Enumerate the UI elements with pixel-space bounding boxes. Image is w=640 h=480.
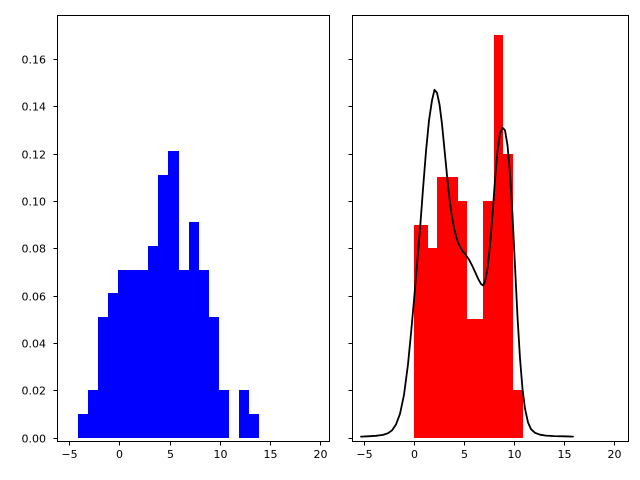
histogram-bar xyxy=(148,246,158,438)
left-histogram-bars xyxy=(78,151,259,438)
histogram-bar xyxy=(483,201,494,438)
histogram-bar xyxy=(168,151,179,438)
y-tick-label: 0.02 xyxy=(22,385,47,398)
right-histogram-bars xyxy=(414,35,523,438)
y-tick-label: 0.00 xyxy=(22,433,47,446)
histogram-bar xyxy=(138,270,148,438)
histogram-bar xyxy=(494,35,503,438)
histogram-bar xyxy=(209,317,219,438)
kde-curve xyxy=(360,88,574,438)
histogram-bar xyxy=(414,225,428,438)
right-y-axis xyxy=(348,59,352,439)
y-tick-label: 0.04 xyxy=(22,338,47,351)
histogram-bar xyxy=(513,390,523,438)
y-tick-label: 0.12 xyxy=(22,149,47,162)
histogram-bar xyxy=(78,414,88,438)
panel-right: −5 0 5 10 15 20 xyxy=(348,15,629,461)
histogram-bar xyxy=(199,270,209,438)
histogram-bar xyxy=(239,390,249,438)
x-tick-label: 20 xyxy=(314,448,328,461)
histogram-bar xyxy=(158,175,168,438)
x-tick-label: −5 xyxy=(356,448,372,461)
left-x-axis: −5 0 5 10 15 20 xyxy=(61,442,328,461)
x-tick-label: 5 xyxy=(167,448,174,461)
x-tick-label: 5 xyxy=(461,448,468,461)
histogram-bar xyxy=(503,154,513,438)
histogram-bar xyxy=(88,390,98,438)
histogram-bar xyxy=(437,177,458,438)
x-tick-label: 10 xyxy=(508,448,522,461)
x-tick-label: 20 xyxy=(608,448,622,461)
histogram-bar xyxy=(249,414,259,438)
x-tick-label: 10 xyxy=(214,448,228,461)
y-tick-label: 0.08 xyxy=(22,243,47,256)
x-tick-label: 0 xyxy=(116,448,123,461)
histogram-bar xyxy=(219,390,229,438)
y-tick-label: 0.16 xyxy=(22,54,47,67)
panel-left: −5 0 5 10 15 200.000.020.040.060.080.100.120.… xyxy=(22,15,330,461)
y-tick-label: 0.10 xyxy=(22,196,47,209)
histogram-bar xyxy=(98,317,108,438)
left-y-axis: 0.00 0.02 0.04 0.06 0.08 0.10 0.12 0.14 0.16 xyxy=(22,54,57,446)
axes-spines-left xyxy=(57,15,330,442)
histogram-bar xyxy=(118,270,128,438)
x-tick-label: 15 xyxy=(264,448,278,461)
axes-spines-right xyxy=(352,15,629,442)
histogram-bar xyxy=(428,248,437,438)
histogram-bar xyxy=(179,270,189,438)
right-x-axis: −5 0 5 10 15 20 xyxy=(356,442,622,461)
y-tick-label: 0.06 xyxy=(22,291,47,304)
x-tick-label: 0 xyxy=(411,448,418,461)
histogram-bar xyxy=(128,270,138,438)
histogram-bar xyxy=(458,201,467,438)
x-tick-label: −5 xyxy=(61,448,77,461)
y-tick-label: 0.14 xyxy=(22,101,47,114)
x-tick-label: 15 xyxy=(558,448,572,461)
histogram-bar xyxy=(108,293,118,438)
histogram-bar xyxy=(189,222,199,438)
histogram-bar xyxy=(467,319,483,438)
